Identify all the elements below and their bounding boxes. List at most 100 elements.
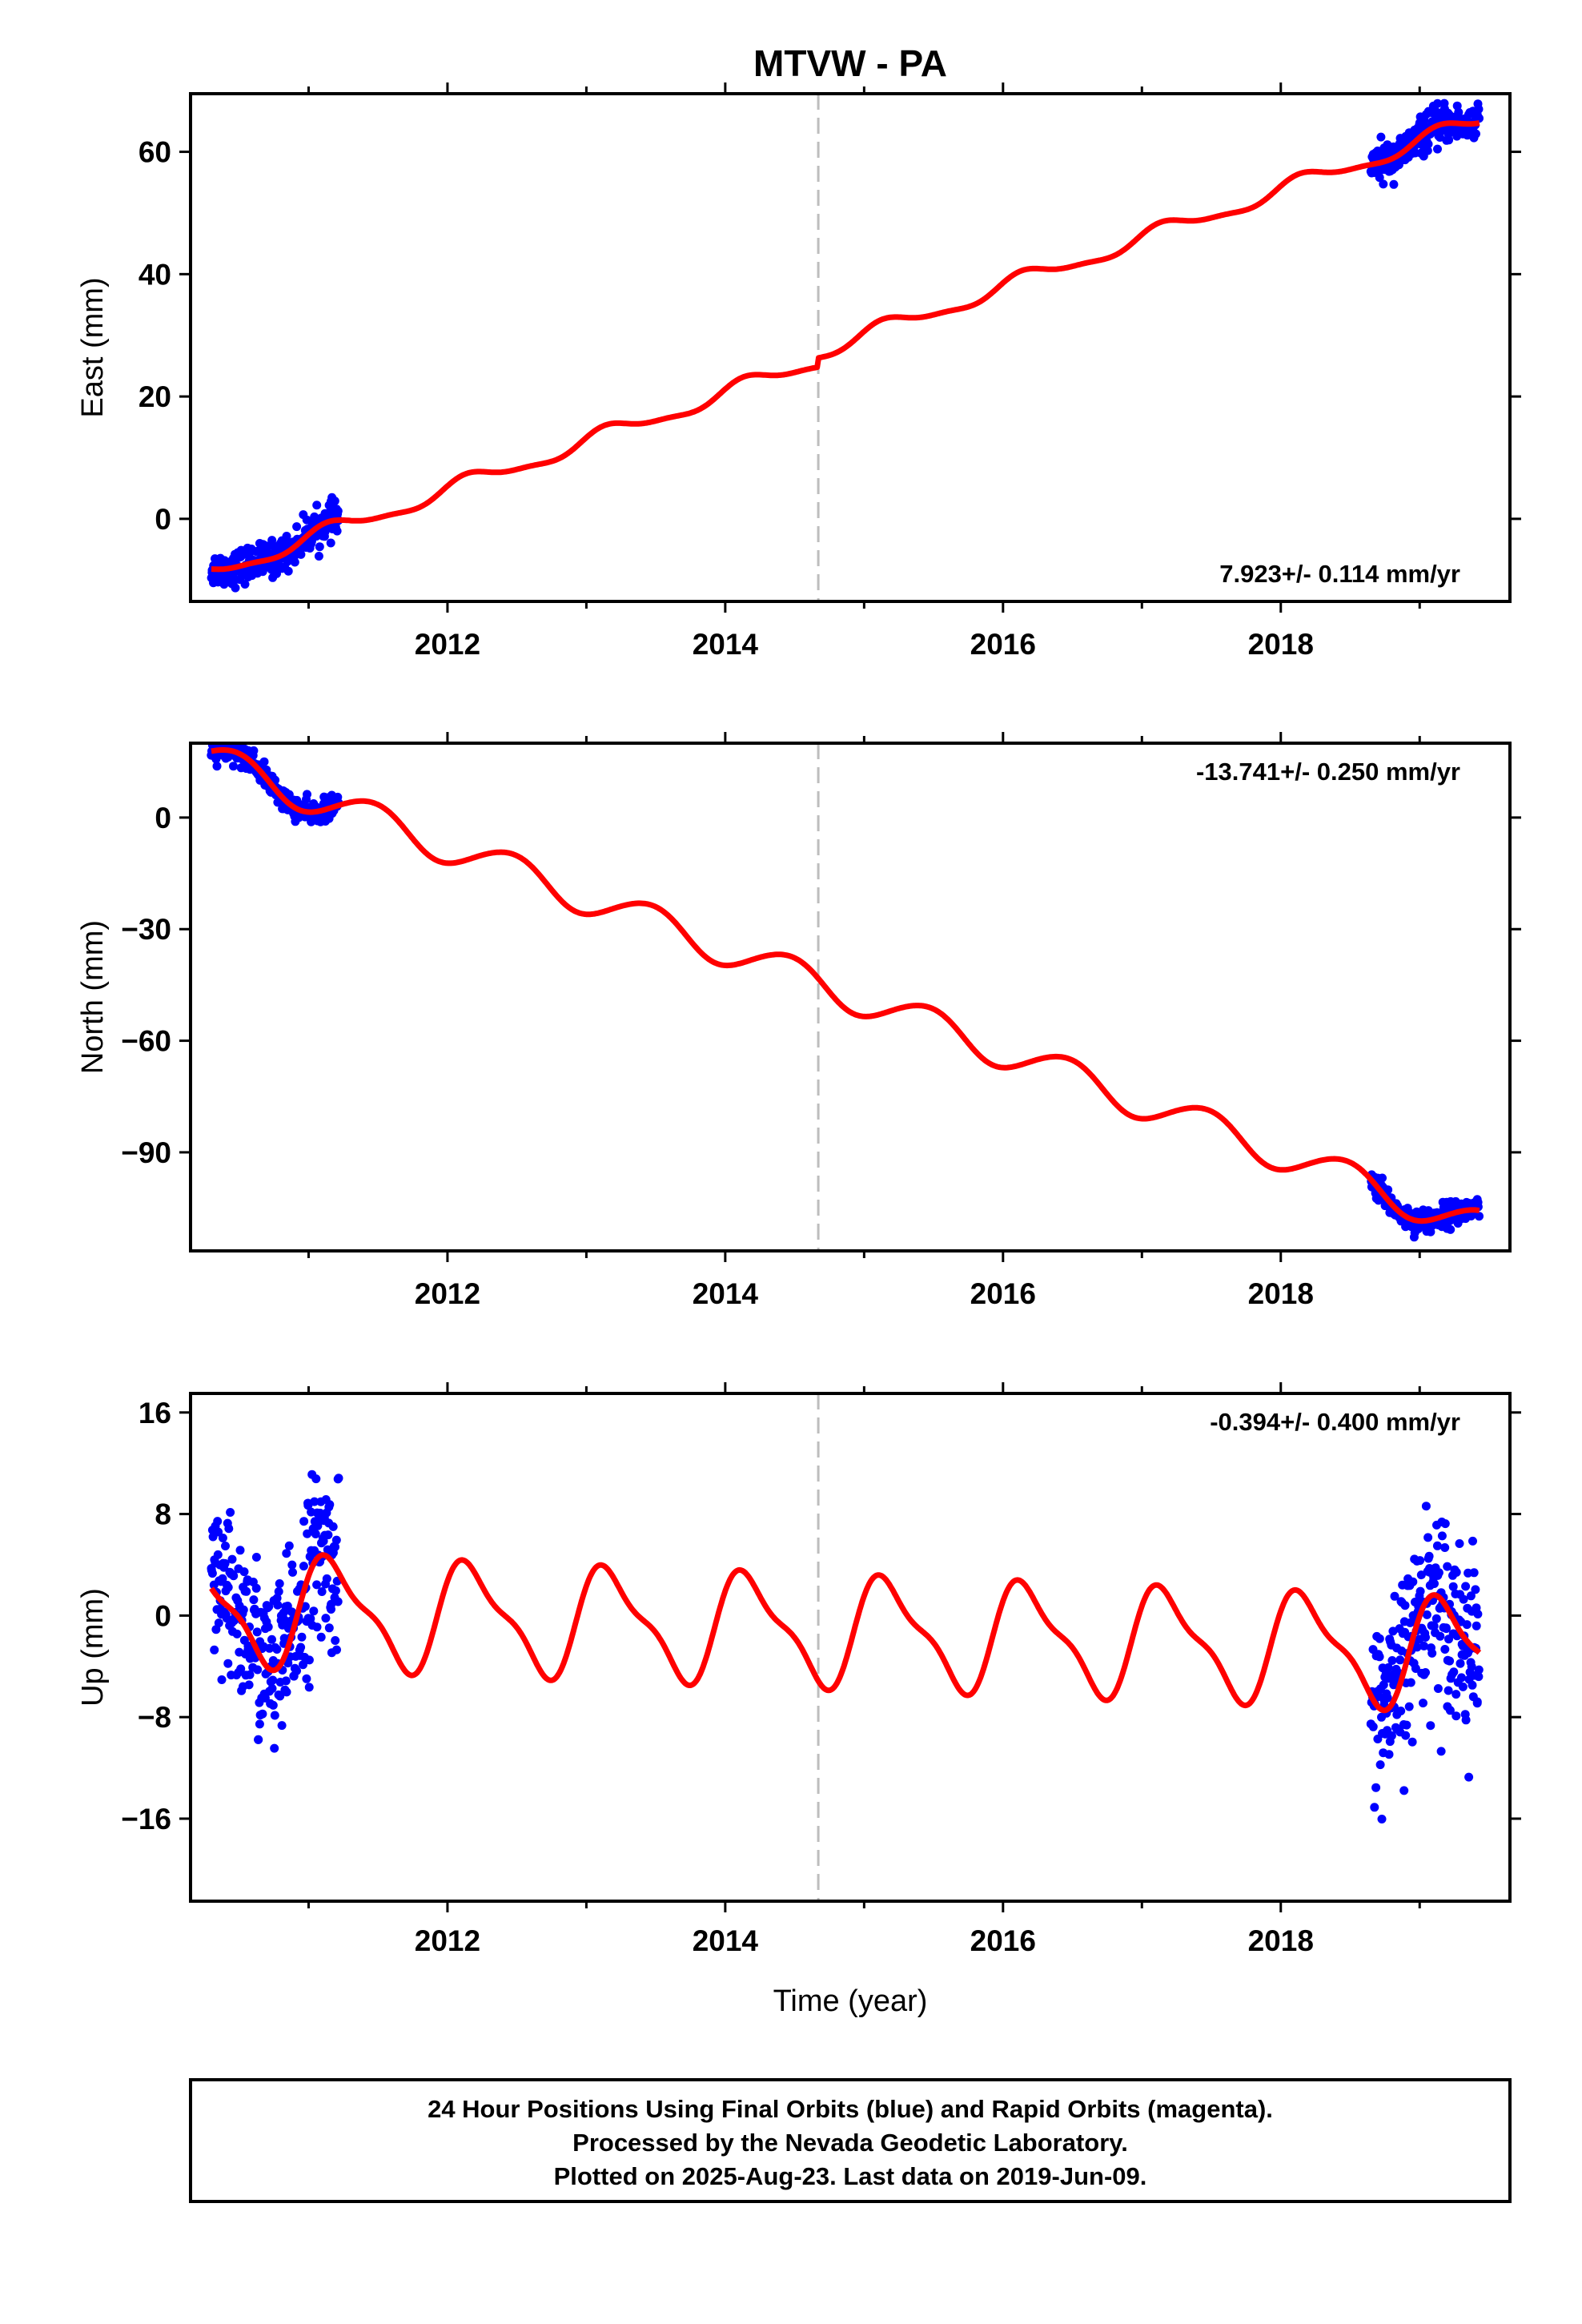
up-data-point bbox=[331, 1542, 339, 1552]
panel-east: 2012 2014 2016 2018 0 20 40 60 East (mm) 7.923+/-… bbox=[76, 82, 1521, 661]
up-data-point bbox=[277, 1721, 287, 1731]
up-y-tick-label: 8 bbox=[155, 1498, 171, 1531]
north-data-point bbox=[227, 730, 236, 738]
up-data-point bbox=[334, 1474, 343, 1483]
up-data-point bbox=[1370, 1803, 1379, 1812]
east-y-tick-label: 20 bbox=[139, 380, 171, 413]
up-rate-annotation: -0.394+/- 0.400 mm/yr bbox=[1210, 1408, 1460, 1436]
east-data-point bbox=[240, 580, 250, 589]
up-data-point bbox=[331, 1535, 341, 1545]
up-data-point bbox=[1421, 1502, 1431, 1511]
up-data-point bbox=[1462, 1620, 1472, 1630]
up-data-point bbox=[297, 1632, 307, 1642]
up-y-tick-label: −16 bbox=[121, 1803, 171, 1835]
up-data-point bbox=[309, 1606, 319, 1616]
up-data-point bbox=[1459, 1594, 1468, 1604]
up-data-point bbox=[218, 1534, 227, 1542]
up-data-point bbox=[1419, 1699, 1427, 1708]
up-data-point bbox=[1448, 1582, 1458, 1591]
up-data-point bbox=[288, 1567, 297, 1577]
east-data-point bbox=[231, 583, 240, 593]
east-data-point bbox=[302, 515, 311, 525]
up-data-point bbox=[253, 1665, 263, 1675]
up-data-point bbox=[322, 1574, 331, 1583]
up-data-point bbox=[223, 1582, 233, 1592]
up-data-point bbox=[1442, 1624, 1451, 1634]
up-data-point bbox=[1468, 1680, 1477, 1690]
up-data-point bbox=[1422, 1610, 1431, 1619]
up-data-point bbox=[251, 1553, 261, 1562]
east-data-point bbox=[1423, 146, 1432, 155]
up-data-point bbox=[303, 1529, 312, 1538]
up-data-point bbox=[287, 1607, 296, 1617]
up-x-tick-label: 2012 bbox=[415, 1924, 480, 1957]
east-data-point bbox=[314, 552, 323, 561]
up-data-point bbox=[1472, 1699, 1482, 1708]
up-data-point bbox=[213, 1550, 223, 1559]
north-y-tick-label: 0 bbox=[155, 802, 171, 834]
up-data-point bbox=[1419, 1641, 1429, 1651]
up-data-point bbox=[1390, 1591, 1399, 1601]
up-data-point bbox=[267, 1634, 276, 1644]
up-data-point bbox=[1440, 1543, 1450, 1552]
east-data-point bbox=[1444, 135, 1454, 145]
panel-north: 2012 2014 2016 2018 0 −30 −60 −90 North (mm) -13.… bbox=[76, 730, 1521, 1310]
up-data-point bbox=[244, 1680, 254, 1690]
up-data-point bbox=[328, 1522, 338, 1531]
north-data-point bbox=[303, 790, 311, 799]
up-data-point bbox=[239, 1567, 249, 1577]
up-data-point bbox=[236, 1664, 246, 1674]
up-data-point bbox=[1408, 1577, 1418, 1586]
up-data-point bbox=[1440, 1645, 1450, 1654]
up-data-point bbox=[323, 1530, 333, 1540]
caption-line-2: Processed by the Nevada Geodetic Laborat… bbox=[572, 2129, 1128, 2157]
east-data-point bbox=[315, 542, 324, 552]
east-x-tick-label: 2016 bbox=[970, 628, 1036, 661]
up-data-point bbox=[316, 1632, 326, 1642]
east-data-point bbox=[1475, 114, 1484, 123]
north-data-point bbox=[1475, 1212, 1484, 1221]
north-data-point bbox=[1446, 1224, 1456, 1234]
up-data-point bbox=[1383, 1693, 1392, 1703]
figure-title: MTVW - PA bbox=[753, 42, 947, 84]
up-data-point bbox=[306, 1614, 315, 1623]
up-data-point bbox=[1456, 1659, 1465, 1668]
up-data-point bbox=[1395, 1655, 1405, 1665]
up-data-point bbox=[1455, 1539, 1464, 1548]
up-data-point bbox=[1379, 1680, 1388, 1690]
east-rate-annotation: 7.923+/- 0.114 mm/yr bbox=[1219, 560, 1460, 588]
up-data-point bbox=[299, 1517, 309, 1526]
up-data-point bbox=[232, 1629, 242, 1638]
up-data-point bbox=[299, 1562, 308, 1571]
up-data-point bbox=[226, 1508, 235, 1517]
up-data-point bbox=[255, 1719, 264, 1729]
up-data-point bbox=[227, 1554, 237, 1564]
north-y-axis-label: North (mm) bbox=[76, 920, 110, 1074]
up-data-point bbox=[1471, 1585, 1480, 1594]
up-data-point bbox=[229, 1571, 239, 1581]
east-data-point bbox=[1389, 179, 1399, 189]
up-data-point bbox=[224, 1524, 234, 1534]
up-data-point bbox=[304, 1655, 314, 1665]
east-data-point bbox=[1433, 99, 1443, 108]
east-data-point bbox=[1423, 139, 1433, 149]
north-data-point bbox=[1378, 1173, 1387, 1183]
up-data-point bbox=[1430, 1579, 1439, 1588]
up-data-point bbox=[311, 1474, 321, 1484]
up-data-point bbox=[1467, 1662, 1476, 1671]
up-data-point bbox=[268, 1675, 278, 1685]
up-data-point bbox=[1435, 1631, 1445, 1641]
up-data-point bbox=[258, 1709, 267, 1719]
up-data-point bbox=[1415, 1556, 1425, 1566]
north-frame bbox=[189, 742, 1512, 1252]
up-data-point bbox=[275, 1579, 284, 1588]
north-data-point bbox=[259, 757, 269, 766]
up-data-point bbox=[1458, 1682, 1468, 1691]
up-data-point bbox=[1472, 1621, 1481, 1630]
panel-up: 2012 2014 2016 2018 16 8 0 −8 −16 Up (mm) Time (ye… bbox=[76, 1382, 1521, 2018]
up-x-axis-label: Time (year) bbox=[773, 1984, 928, 2018]
up-data-point bbox=[264, 1602, 274, 1611]
up-data-point bbox=[1375, 1760, 1385, 1770]
up-data-point bbox=[263, 1622, 273, 1632]
